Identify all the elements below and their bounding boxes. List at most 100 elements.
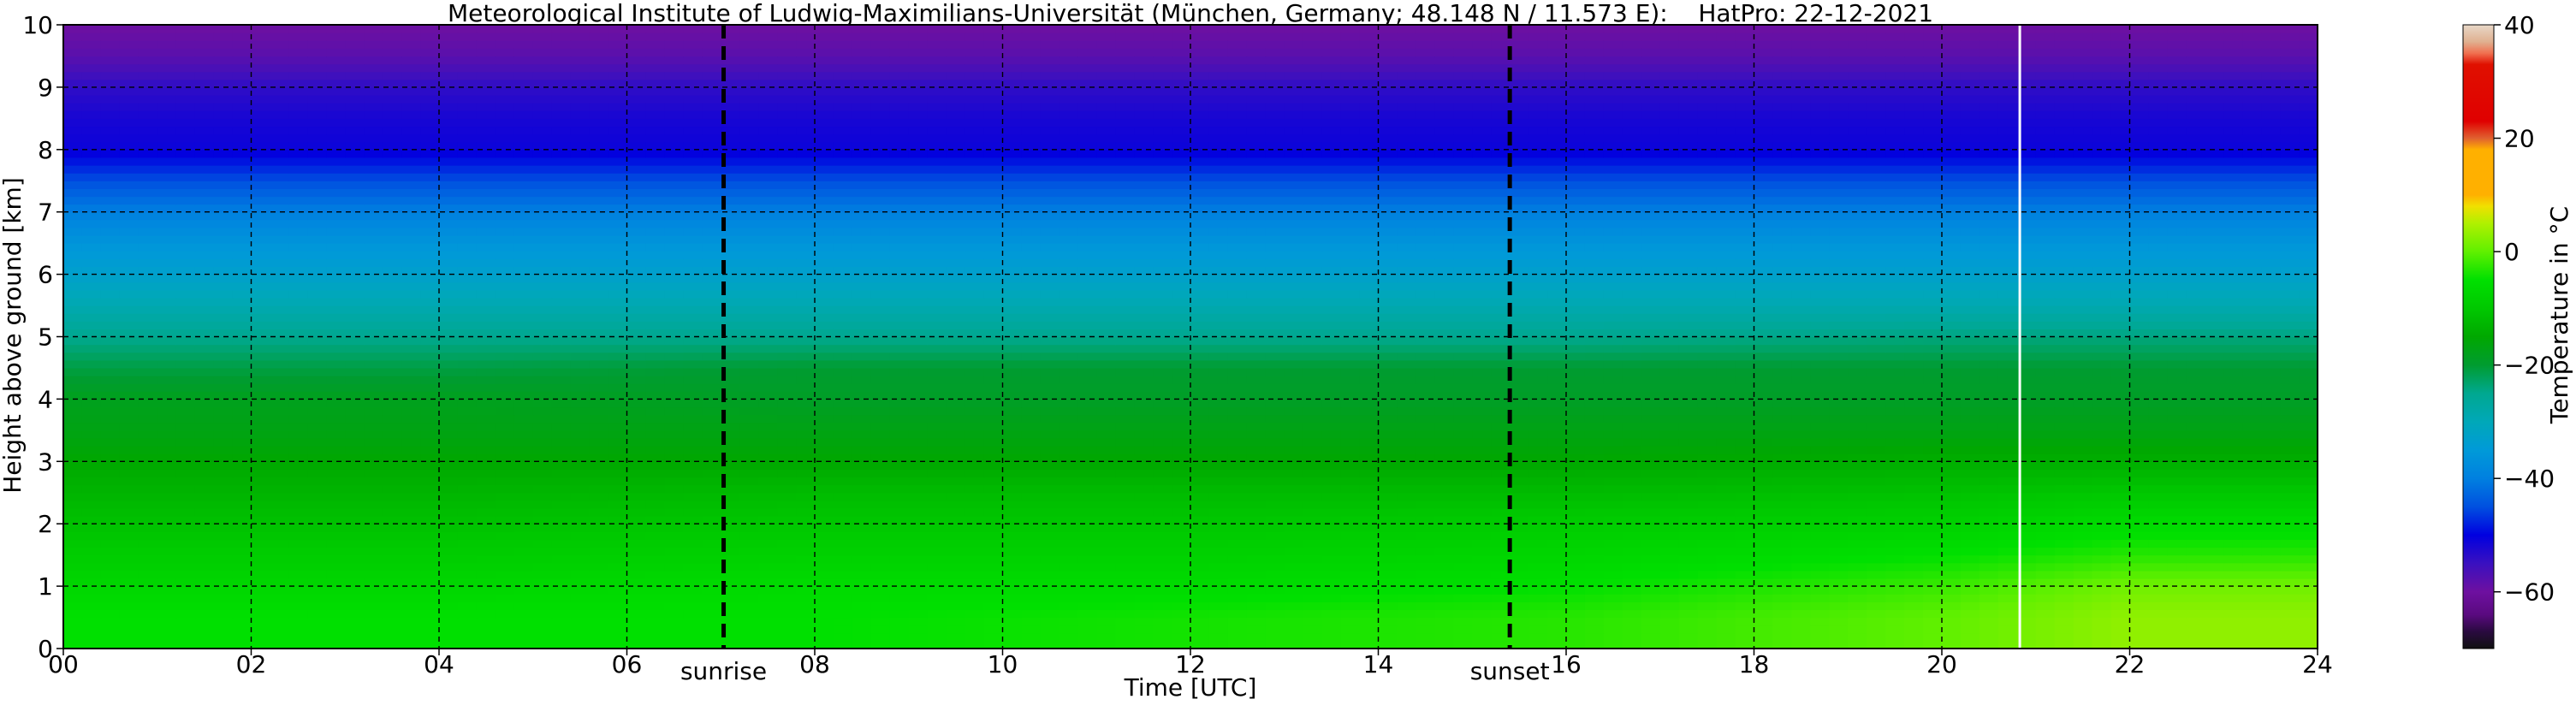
heatmap-cell [1378, 554, 1398, 564]
heatmap-cell [213, 562, 234, 572]
heatmap-cell [1096, 492, 1116, 501]
heatmap-cell [138, 640, 158, 649]
heatmap-cell [1172, 640, 1191, 649]
heatmap-cell [2129, 539, 2150, 548]
heatmap-cell [81, 570, 102, 579]
heatmap-cell [1134, 461, 1154, 471]
heatmap-cell [645, 609, 665, 619]
heatmap-cell [251, 484, 271, 494]
heatmap-cell [345, 554, 365, 564]
heatmap-cell [194, 492, 215, 501]
heatmap-cell [532, 507, 553, 517]
heatmap-cell [251, 437, 271, 447]
heatmap-cell [796, 453, 816, 462]
heatmap-cell [401, 376, 421, 384]
heatmap-cell [2167, 507, 2187, 517]
heatmap-cell [532, 570, 553, 579]
heatmap-cell [1659, 437, 1680, 447]
heatmap-cell [2129, 524, 2150, 532]
heatmap-cell [1772, 500, 1792, 509]
heatmap-cell [119, 562, 139, 572]
heatmap-cell [420, 414, 440, 424]
heatmap-cell [908, 507, 929, 517]
heatmap-cell [307, 376, 327, 384]
heatmap-cell [1772, 430, 1792, 439]
heatmap-cell [364, 562, 383, 572]
heatmap-cell [270, 539, 289, 548]
heatmap-cell [908, 383, 929, 392]
heatmap-cell [326, 539, 346, 548]
heatmap-cell [721, 524, 740, 532]
heatmap-cell [589, 461, 609, 471]
heatmap-cell [270, 554, 289, 564]
heatmap-cell [1190, 492, 1210, 501]
heatmap-cell [870, 594, 891, 602]
heatmap-cell [270, 367, 289, 376]
heatmap-cell [608, 359, 628, 369]
heatmap-cell [2242, 554, 2262, 564]
heatmap-cell [965, 524, 985, 532]
heatmap-cell [1885, 507, 1905, 517]
heatmap-cell [288, 453, 308, 462]
heatmap-cell [364, 383, 383, 392]
heatmap-cell [626, 367, 647, 376]
heatmap-cell [420, 477, 440, 486]
heatmap-cell [1960, 446, 1980, 454]
heatmap-cell [119, 524, 139, 532]
heatmap-cell [1059, 586, 1078, 595]
heatmap-cell [1735, 477, 1755, 486]
heatmap-cell [965, 516, 985, 524]
heatmap-cell [100, 446, 121, 454]
heatmap-cell [1772, 461, 1792, 471]
heatmap-cell [833, 329, 853, 338]
heatmap-cell [1603, 376, 1623, 384]
heatmap-cell [1960, 625, 1980, 634]
heatmap-cell [1208, 383, 1229, 392]
heatmap-cell [815, 391, 834, 400]
heatmap-cell [2073, 437, 2093, 447]
heatmap-cell [2242, 414, 2262, 424]
heatmap-cell [2054, 554, 2074, 564]
heatmap-cell [513, 531, 534, 541]
heatmap-cell [2223, 453, 2243, 462]
heatmap-cell [664, 500, 684, 509]
heatmap-cell [383, 446, 402, 454]
heatmap-cell [852, 352, 872, 361]
heatmap-cell [1997, 601, 2018, 611]
heatmap-cell [63, 406, 83, 416]
heatmap-cell [1453, 376, 1473, 384]
heatmap-cell [307, 430, 327, 439]
heatmap-cell [1678, 469, 1699, 478]
heatmap-cell [2167, 329, 2187, 338]
heatmap-cell [401, 625, 421, 634]
heatmap-cell [721, 554, 740, 564]
heatmap-cell [645, 469, 665, 478]
heatmap-cell [1059, 430, 1078, 439]
heatmap-cell [232, 562, 252, 572]
heatmap-cell [1378, 500, 1398, 509]
heatmap-cell [326, 570, 346, 579]
heatmap-cell [1340, 367, 1361, 376]
heatmap-cell [889, 352, 910, 361]
heatmap-cell [345, 531, 365, 541]
heatmap-cell [1021, 640, 1041, 649]
heatmap-cell [1566, 492, 1586, 501]
heatmap-cell [1510, 484, 1529, 494]
heatmap-cell [908, 469, 929, 478]
heatmap-cell [1134, 399, 1154, 408]
heatmap-cell [1153, 344, 1172, 353]
heatmap-cell [1923, 359, 1943, 369]
heatmap-cell [100, 414, 121, 424]
heatmap-cell [439, 507, 459, 517]
heatmap-cell [833, 586, 853, 595]
heatmap-cell [1942, 484, 1962, 494]
heatmap-cell [1697, 422, 1718, 431]
heatmap-cell [1659, 524, 1680, 532]
heatmap-cell [1002, 539, 1023, 548]
heatmap-cell [551, 453, 572, 462]
heatmap-cell [796, 422, 816, 431]
heatmap-cell [1208, 422, 1229, 431]
heatmap-cell [1547, 516, 1567, 524]
heatmap-cell [1641, 376, 1661, 384]
heatmap-cell [1960, 507, 1980, 517]
